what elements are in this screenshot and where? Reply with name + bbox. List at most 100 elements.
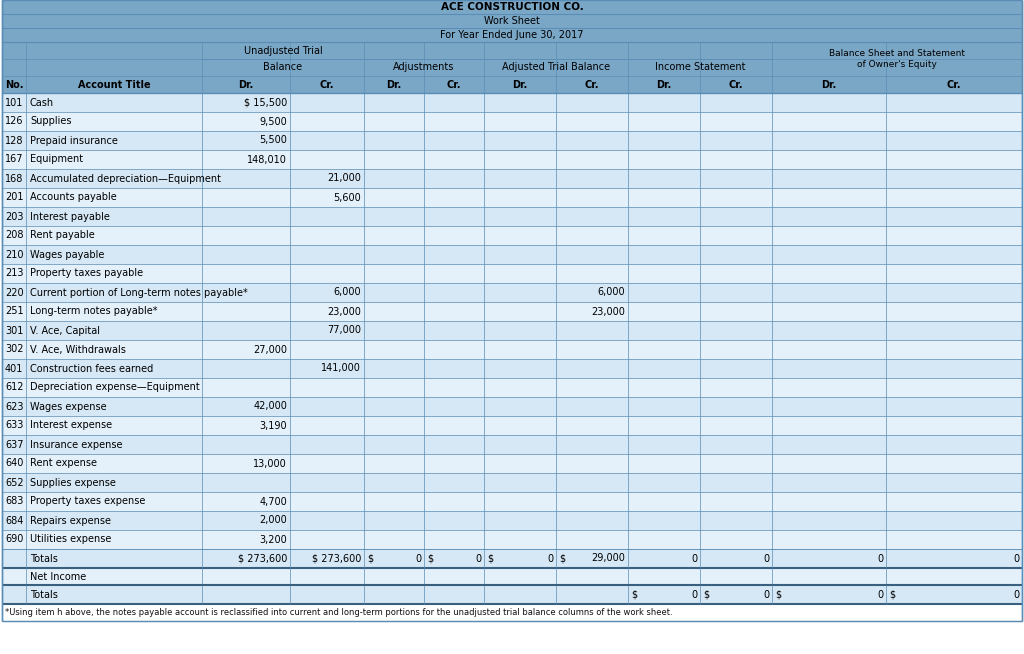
Text: Accounts payable: Accounts payable <box>30 192 117 203</box>
Bar <box>2 150 1022 169</box>
Text: Unadjusted Trial: Unadjusted Trial <box>244 46 323 56</box>
Text: $: $ <box>703 589 710 600</box>
Text: 6,000: 6,000 <box>334 288 361 298</box>
Text: 23,000: 23,000 <box>591 307 625 317</box>
Bar <box>2 207 1022 226</box>
Text: $ 273,600: $ 273,600 <box>311 553 361 564</box>
Bar <box>2 14 1022 28</box>
Text: Interest expense: Interest expense <box>30 421 112 430</box>
Bar <box>2 416 1022 435</box>
Text: 0: 0 <box>763 553 769 564</box>
Text: 633: 633 <box>5 421 24 430</box>
Text: 23,000: 23,000 <box>327 307 361 317</box>
Text: 210: 210 <box>5 249 24 260</box>
Text: 220: 220 <box>5 288 24 298</box>
Text: ACE CONSTRUCTION CO.: ACE CONSTRUCTION CO. <box>440 2 584 12</box>
Text: 208: 208 <box>5 230 24 241</box>
Text: Supplies expense: Supplies expense <box>30 477 116 487</box>
Text: Dr.: Dr. <box>386 80 401 90</box>
Bar <box>2 473 1022 492</box>
Text: $: $ <box>775 589 781 600</box>
Text: 77,000: 77,000 <box>327 326 361 336</box>
Bar <box>2 359 1022 378</box>
Bar <box>2 188 1022 207</box>
Text: 0: 0 <box>1013 553 1019 564</box>
Text: Wages payable: Wages payable <box>30 249 104 260</box>
Text: 0: 0 <box>1013 589 1019 600</box>
Text: Account Title: Account Title <box>78 80 151 90</box>
Text: 6,000: 6,000 <box>597 288 625 298</box>
Text: 0: 0 <box>877 553 883 564</box>
Text: 640: 640 <box>5 458 24 468</box>
Text: Dr.: Dr. <box>821 80 837 90</box>
Bar <box>2 321 1022 340</box>
Text: 0: 0 <box>877 589 883 600</box>
Text: $ 273,600: $ 273,600 <box>238 553 287 564</box>
Text: Dr.: Dr. <box>239 80 254 90</box>
Text: Interest payable: Interest payable <box>30 211 110 222</box>
Text: 4,700: 4,700 <box>259 496 287 506</box>
Text: 623: 623 <box>5 402 24 411</box>
Text: 42,000: 42,000 <box>253 402 287 411</box>
Text: 0: 0 <box>691 553 697 564</box>
Text: Cr.: Cr. <box>446 80 461 90</box>
Text: 213: 213 <box>5 269 24 279</box>
Text: 167: 167 <box>5 154 24 165</box>
Text: $ 15,500: $ 15,500 <box>244 97 287 107</box>
Text: Utilities expense: Utilities expense <box>30 534 112 545</box>
Text: Adjustments: Adjustments <box>393 63 455 73</box>
Text: Adjusted Trial Balance: Adjusted Trial Balance <box>502 63 610 73</box>
Text: $: $ <box>631 589 637 600</box>
Bar <box>2 435 1022 454</box>
Text: Depreciation expense—Equipment: Depreciation expense—Equipment <box>30 383 200 392</box>
Text: 0: 0 <box>691 589 697 600</box>
Bar <box>2 169 1022 188</box>
Text: 128: 128 <box>5 135 24 145</box>
Text: Property taxes expense: Property taxes expense <box>30 496 145 506</box>
Text: Insurance expense: Insurance expense <box>30 439 123 449</box>
Text: Dr.: Dr. <box>512 80 527 90</box>
Text: 9,500: 9,500 <box>259 116 287 126</box>
Text: Prepaid insurance: Prepaid insurance <box>30 135 118 145</box>
Bar <box>2 264 1022 283</box>
Text: 302: 302 <box>5 345 24 354</box>
Text: Totals: Totals <box>30 589 58 600</box>
Text: Cr.: Cr. <box>729 80 743 90</box>
Text: *Using item h above, the notes payable account is reclassified into current and : *Using item h above, the notes payable a… <box>5 608 673 617</box>
Text: 201: 201 <box>5 192 24 203</box>
Text: 5,600: 5,600 <box>333 192 361 203</box>
Text: Cr.: Cr. <box>947 80 962 90</box>
Text: 251: 251 <box>5 307 24 317</box>
Text: 27,000: 27,000 <box>253 345 287 354</box>
Text: Rent payable: Rent payable <box>30 230 95 241</box>
Text: $: $ <box>889 589 895 600</box>
Text: 21,000: 21,000 <box>327 173 361 184</box>
Text: V. Ace, Capital: V. Ace, Capital <box>30 326 100 336</box>
Bar <box>2 340 1022 359</box>
Bar <box>2 226 1022 245</box>
Text: 29,000: 29,000 <box>591 553 625 564</box>
Text: Dr.: Dr. <box>656 80 672 90</box>
Text: 612: 612 <box>5 383 24 392</box>
Text: Balance Sheet and Statement
of Owner's Equity: Balance Sheet and Statement of Owner's E… <box>829 49 965 69</box>
Text: 301: 301 <box>5 326 24 336</box>
Text: Current portion of Long-term notes payable*: Current portion of Long-term notes payab… <box>30 288 248 298</box>
Bar <box>2 0 1022 14</box>
Text: 168: 168 <box>5 173 24 184</box>
Text: Totals: Totals <box>30 553 58 564</box>
Text: Equipment: Equipment <box>30 154 83 165</box>
Text: $: $ <box>427 553 433 564</box>
Text: 0: 0 <box>415 553 421 564</box>
Text: Property taxes payable: Property taxes payable <box>30 269 143 279</box>
Text: 652: 652 <box>5 477 24 487</box>
Text: Rent expense: Rent expense <box>30 458 97 468</box>
Text: Income Statement: Income Statement <box>654 63 745 73</box>
Bar <box>2 530 1022 549</box>
Text: V. Ace, Withdrawals: V. Ace, Withdrawals <box>30 345 126 354</box>
Bar <box>2 378 1022 397</box>
Text: Long-term notes payable*: Long-term notes payable* <box>30 307 158 317</box>
Text: 684: 684 <box>5 515 24 526</box>
Bar <box>2 302 1022 321</box>
Text: 401: 401 <box>5 364 24 373</box>
Bar <box>2 604 1022 621</box>
